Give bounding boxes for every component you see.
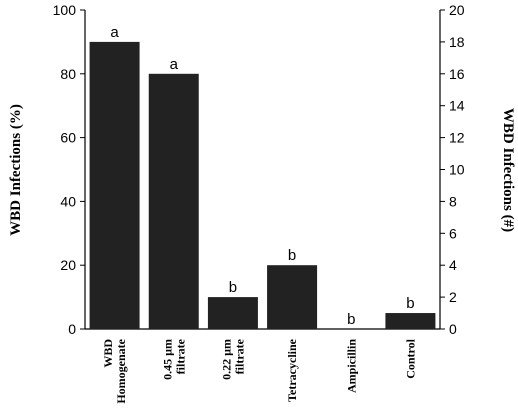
bar [385,313,436,329]
category-label-line: Tetracycline [285,338,299,402]
category-label-line: filtrate [232,338,246,374]
significance-letter: b [406,295,414,312]
left-tick-label: 40 [60,193,76,209]
right-tick-label: 6 [449,225,457,241]
category-label: 0.22 µm filtrate [219,338,246,380]
category-label: 0.45 µm filtrate [160,338,187,380]
category-label-line: 0.22 µm [219,339,233,380]
bar [267,265,318,329]
category-labels: WBD Homogenate 0.45 µm filtrate 0.22 µm filtr… [101,338,417,403]
significance-letter: b [288,247,296,264]
left-tick-label: 60 [60,130,76,146]
bars [89,41,436,330]
right-tick-label: 14 [449,98,465,114]
left-tick-label: 100 [53,2,77,18]
right-tick-label: 10 [449,162,465,178]
right-tick-label: 0 [449,321,457,337]
significance-letters: a a b b b b [110,24,414,328]
right-tick-label: 12 [449,130,465,146]
significance-letter: a [170,56,179,73]
category-label-line: WBD [101,339,115,368]
right-y-ticks: 0 2 4 6 8 10 12 14 16 18 20 [440,2,465,337]
y-axis-title-left: WBD Infections (%) [8,104,24,236]
significance-letter: b [229,279,237,296]
category-label: WBD Homogenate [101,338,128,403]
category-label: Control [403,338,417,378]
right-tick-label: 4 [449,257,457,273]
category-label-line: Control [403,338,417,378]
significance-letter: a [110,24,119,41]
right-tick-label: 20 [449,2,465,18]
bar [89,41,140,330]
left-y-ticks: 0 20 40 60 80 100 [53,2,85,337]
bar [148,73,199,329]
significance-letter: b [347,311,355,328]
category-label-line: 0.45 µm [160,339,174,380]
category-label: Tetracycline [285,338,299,402]
left-tick-label: 20 [60,257,76,273]
left-tick-label: 80 [60,66,76,82]
left-tick-label: 0 [68,321,76,337]
category-label-line: filtrate [173,338,187,374]
y-axis-title-right: WBD Infections (#) [500,108,516,232]
right-tick-label: 18 [449,34,465,50]
right-tick-label: 2 [449,289,457,305]
bar [207,297,258,329]
right-tick-label: 8 [449,193,457,209]
right-tick-label: 16 [449,66,465,82]
category-label: Ampicillin [344,339,358,393]
category-label-line: Ampicillin [344,339,358,393]
category-label-line: Homogenate [114,338,128,403]
